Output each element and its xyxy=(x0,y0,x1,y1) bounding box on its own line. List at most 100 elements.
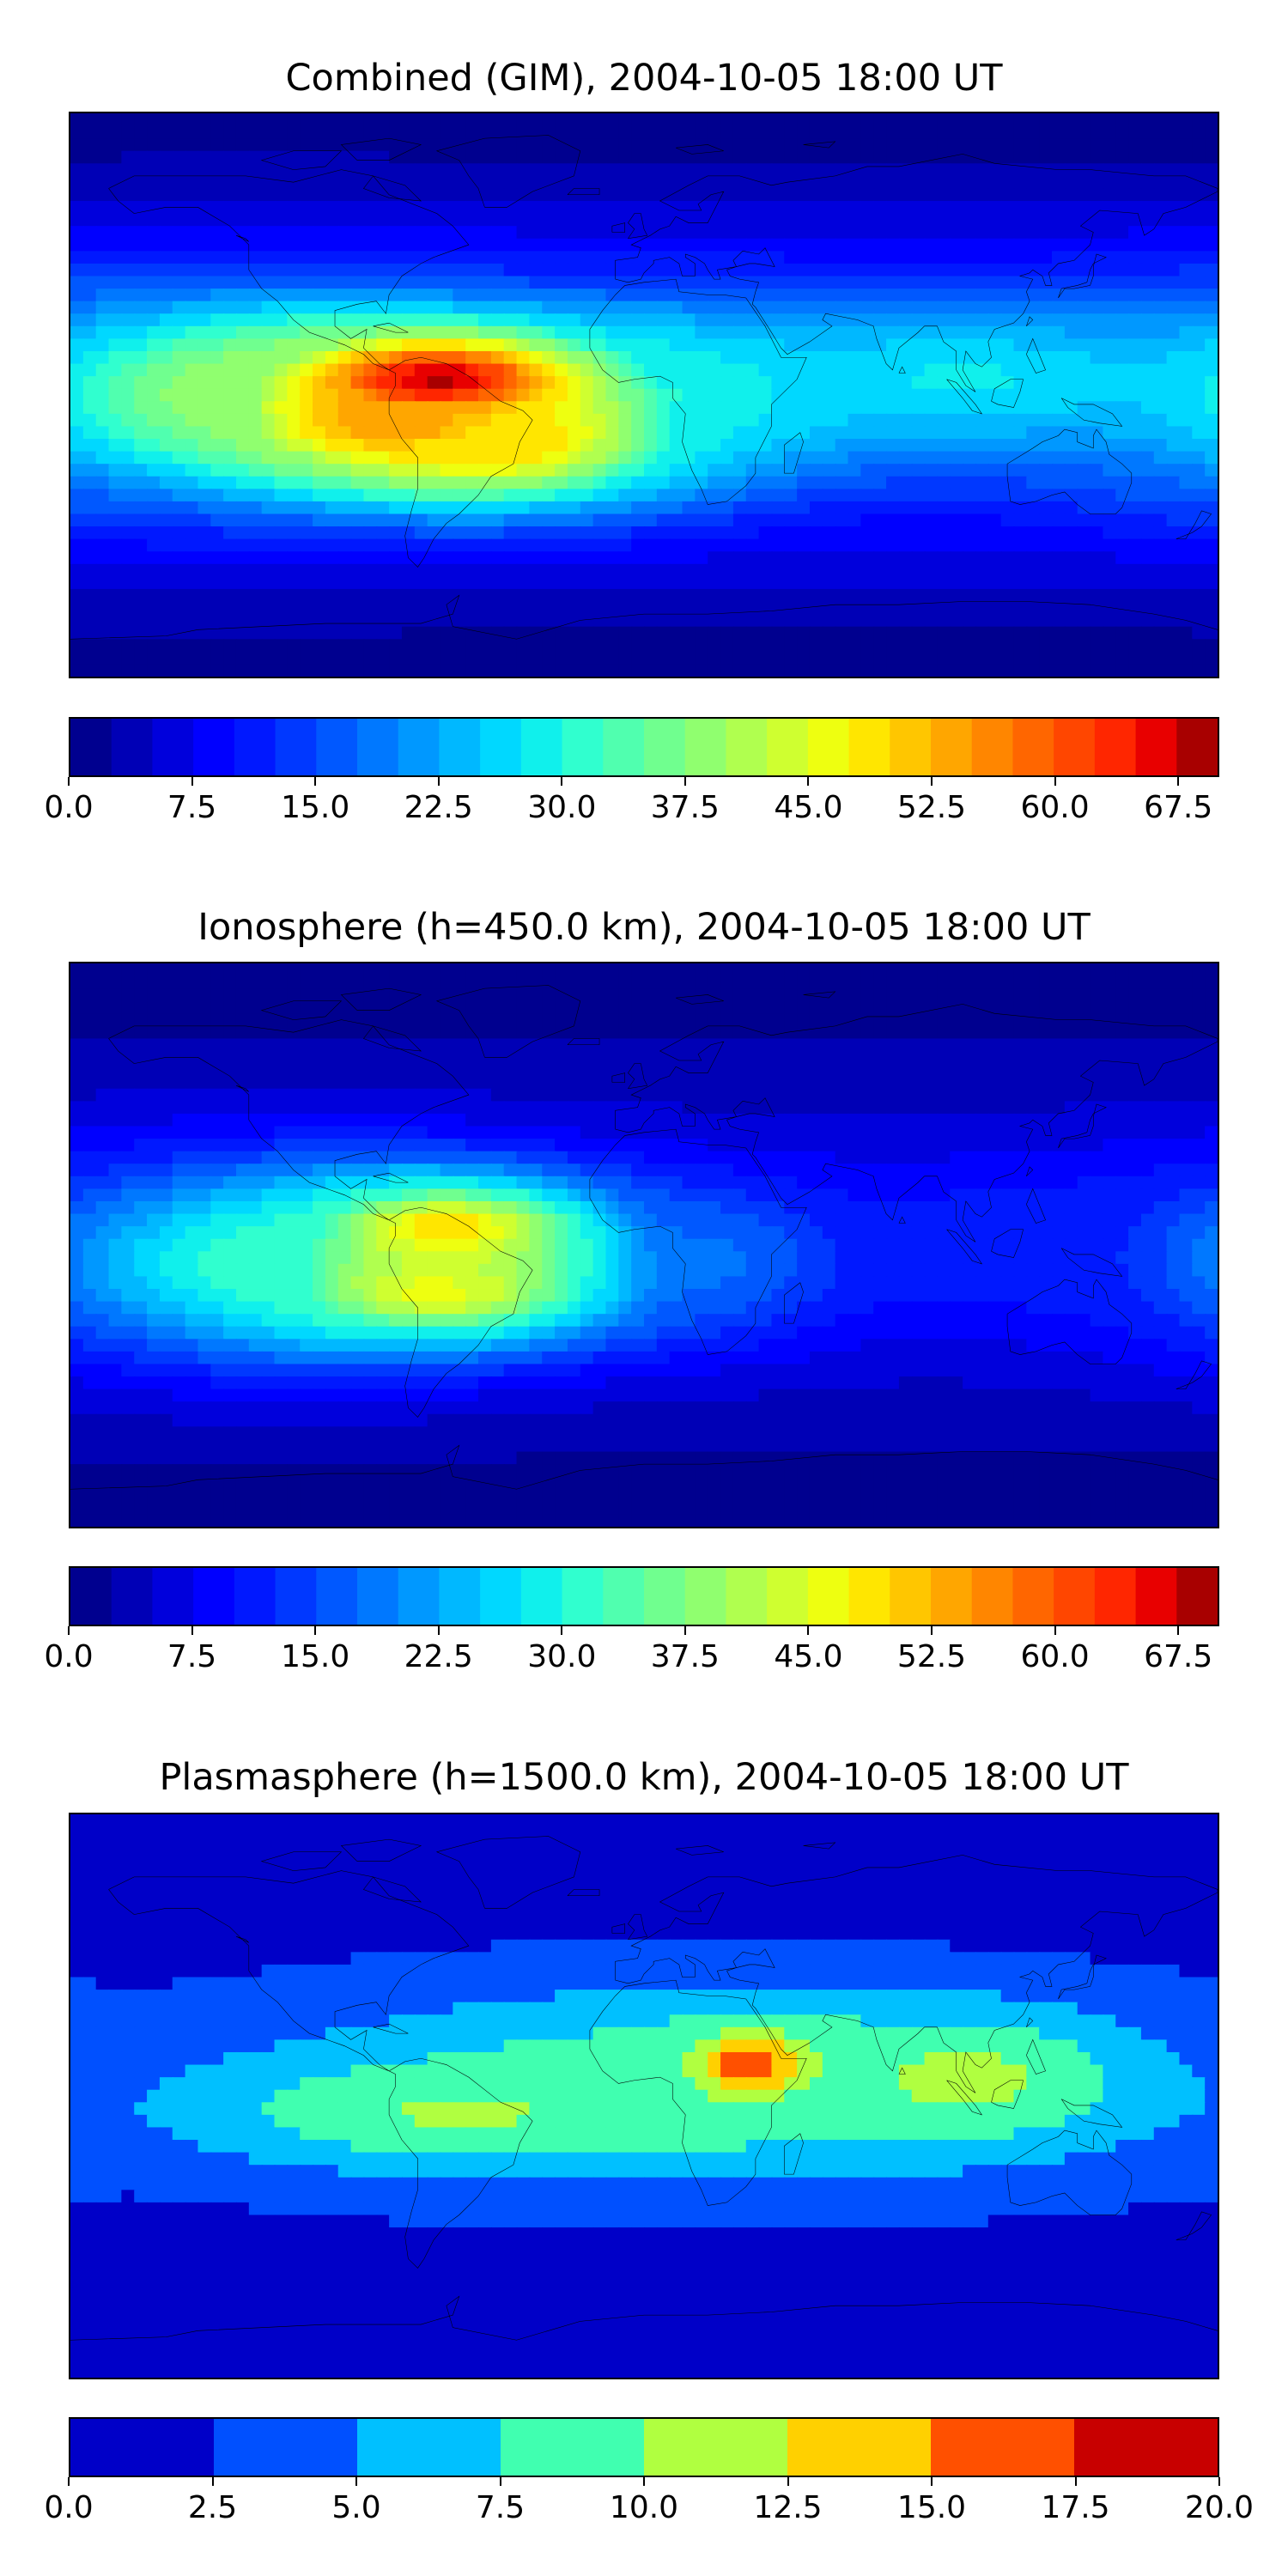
colorbar-swatches xyxy=(70,2419,1218,2476)
colorbar-swatch xyxy=(971,719,1014,775)
coastline xyxy=(1026,2039,1045,2074)
coastline xyxy=(341,138,421,161)
coastlines xyxy=(70,986,1218,1490)
tick-label: 12.5 xyxy=(753,2490,823,2525)
coastline xyxy=(1061,398,1122,427)
colorbar-swatch xyxy=(357,2419,504,2476)
coastline xyxy=(568,188,599,194)
tick-mark xyxy=(807,1626,810,1635)
coastline xyxy=(1058,1104,1106,1148)
coastline xyxy=(616,154,1218,392)
tick-label: 7.5 xyxy=(167,1639,217,1674)
colorbar-swatch xyxy=(501,2419,647,2476)
tick-label: 37.5 xyxy=(650,1639,720,1674)
colorbar-swatch xyxy=(807,719,850,775)
colorbar-swatch xyxy=(1094,1568,1137,1625)
coastline xyxy=(784,1283,803,1323)
colorbar-swatch xyxy=(214,2419,361,2476)
colorbar-swatch xyxy=(70,1568,112,1625)
colorbar-swatch xyxy=(398,719,440,775)
colorbar-swatch xyxy=(684,719,727,775)
coastline xyxy=(676,144,724,154)
colorbar-swatch xyxy=(1176,1568,1218,1625)
colorbar-swatch xyxy=(890,1568,932,1625)
tick-mark xyxy=(643,2477,645,2486)
tick-label: 45.0 xyxy=(774,790,843,825)
coastline xyxy=(109,170,469,370)
coastline xyxy=(70,1445,1218,1489)
tick-mark xyxy=(1218,2477,1220,2486)
colorbar-swatch xyxy=(603,719,645,775)
coastline xyxy=(612,1073,625,1083)
colorbar-swatch xyxy=(644,2419,791,2476)
colorbar-swatch xyxy=(316,719,358,775)
tick-label: 15.0 xyxy=(281,790,350,825)
colorbar-swatches xyxy=(70,719,1218,775)
coastline xyxy=(374,323,409,332)
colorbar-swatch xyxy=(1135,1568,1178,1625)
colorbar-swatch xyxy=(480,1568,522,1625)
tick-mark xyxy=(683,777,686,786)
field-cells xyxy=(70,113,1218,677)
colorbar-swatch xyxy=(70,719,112,775)
colorbar-swatch xyxy=(398,1568,440,1625)
tick-mark xyxy=(191,1626,193,1635)
tick-mark xyxy=(1177,1626,1180,1635)
panel-title: Ionosphere (h=450.0 km), 2004-10-05 18:0… xyxy=(197,906,1091,949)
coastline xyxy=(676,1845,724,1855)
coastline xyxy=(947,380,982,414)
tick-label: 52.5 xyxy=(896,790,967,825)
coastline xyxy=(804,992,835,998)
coastline xyxy=(1026,338,1045,373)
colorbar-swatch xyxy=(357,1568,399,1625)
coastline xyxy=(437,986,580,1058)
coastline xyxy=(1026,1188,1045,1223)
colorbar-ticks: 0.0 7.5 15.0 22.5 30.0 37.5 45.0 52.5 60.0 67.5 xyxy=(44,1626,1219,1678)
tick-label: 20.0 xyxy=(1184,2490,1255,2525)
coastline xyxy=(389,1207,532,1417)
field-cells xyxy=(70,963,1218,1527)
coastline xyxy=(1176,1361,1212,1389)
tick-mark xyxy=(1054,777,1056,786)
coastline xyxy=(262,1001,342,1020)
coastline xyxy=(341,988,421,1011)
tick-mark xyxy=(561,777,563,786)
tick-mark xyxy=(355,2477,357,2486)
tick-mark xyxy=(931,777,933,786)
tick-label: 17.5 xyxy=(1041,2490,1110,2525)
colorbar-swatch xyxy=(111,719,154,775)
coastline xyxy=(628,1064,647,1089)
coastline xyxy=(612,1924,625,1934)
colorbar-swatch xyxy=(357,719,399,775)
tick-mark xyxy=(68,777,70,786)
coastline xyxy=(612,223,625,233)
coastline xyxy=(1176,2212,1212,2240)
coastline xyxy=(236,1085,249,1091)
colorbar-swatch xyxy=(1074,2419,1218,2476)
coastline xyxy=(70,2296,1218,2340)
colorbar-swatch xyxy=(787,2419,934,2476)
colorbar-swatch xyxy=(1012,1568,1055,1625)
coastline xyxy=(1007,429,1132,513)
colorbar-swatch xyxy=(275,719,318,775)
tick-label: 2.5 xyxy=(187,2490,238,2525)
colorbar-swatch xyxy=(1135,719,1178,775)
tick-mark xyxy=(931,2477,933,2486)
colorbar-swatch xyxy=(1012,719,1055,775)
coastline xyxy=(992,2081,1024,2109)
coastline xyxy=(590,1980,806,2205)
colorbar-swatch xyxy=(520,719,563,775)
coastline xyxy=(70,595,1218,639)
colorbar-swatch xyxy=(848,1568,891,1625)
coastline xyxy=(568,1038,599,1044)
coastline xyxy=(784,433,803,473)
colorbar-swatch xyxy=(439,1568,482,1625)
coastline xyxy=(628,214,647,239)
colorbar-swatch xyxy=(767,1568,809,1625)
coastline xyxy=(616,1004,1218,1242)
colorbar-swatch xyxy=(562,719,605,775)
colorbar-swatch xyxy=(439,719,482,775)
tick-mark xyxy=(1177,777,1180,786)
colorbar-swatch xyxy=(644,719,686,775)
tick-label: 60.0 xyxy=(1020,1639,1090,1674)
